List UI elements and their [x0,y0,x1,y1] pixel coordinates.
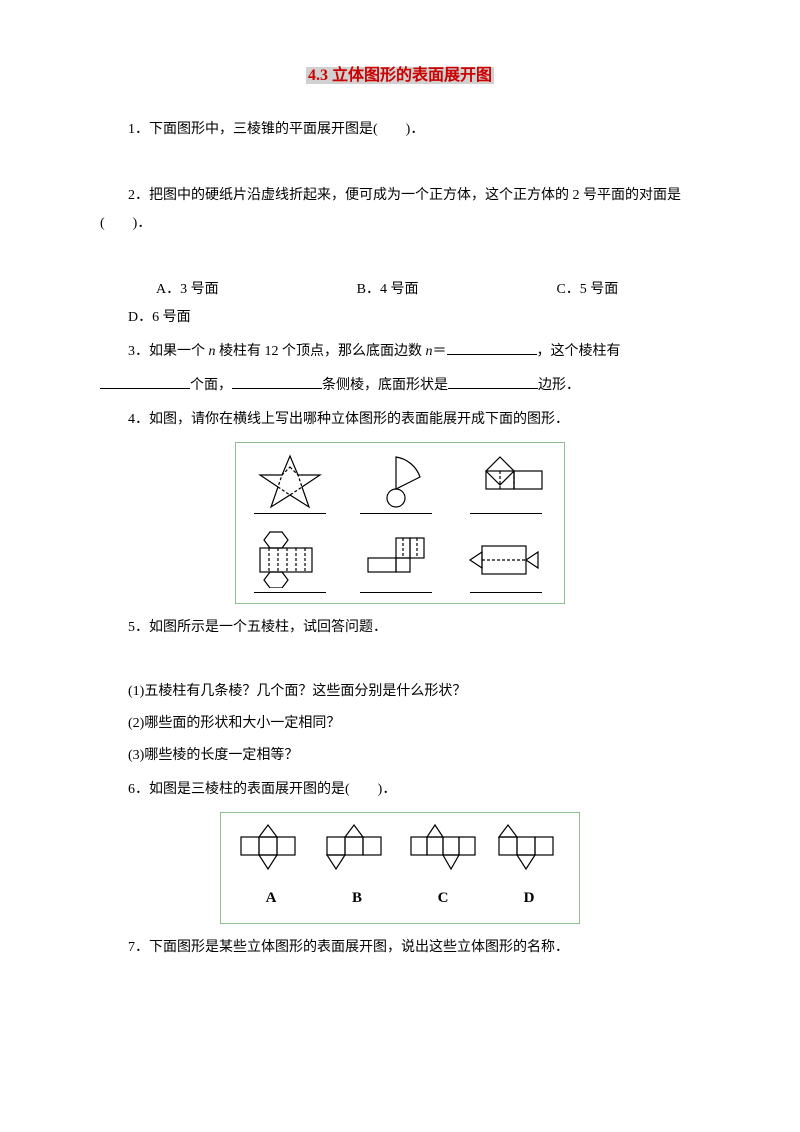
question-6: 6．如图是三棱柱的表面展开图的是( )． [100,776,700,804]
q3-n: n [209,344,216,359]
question-4: 4．如图，请你在横线上写出哪种立体图形的表面能展开成下面的图形． [100,406,700,434]
q3-part-c: ＝ [433,344,447,359]
q3-part-a: 3．如果一个 [128,344,209,359]
opt-b: B．4 号面 [329,276,419,304]
opt-c: C．5 号面 [528,276,618,304]
fig4-cell-4 [254,528,326,593]
q6-label-b: B [321,883,393,913]
q6-option-b-icon [321,823,393,879]
q6-option-a-icon [235,823,307,879]
figure-4 [100,442,700,604]
fig4-cell-5 [360,532,432,593]
q3-part-b: 棱柱有 12 个顶点，那么底面边数 [216,344,426,359]
opt-d: D．6 号面 [100,304,191,332]
question-2-options: A．3 号面 B．4 号面 C．5 号面 D．6 号面 [100,276,700,332]
cube-net-icon [466,453,546,509]
fig4-cell-2 [360,453,432,514]
fig4-cell-1 [254,453,326,514]
q3-n2: n [426,344,433,359]
fig4-cell-3 [466,453,546,514]
q6-label-a: A [235,883,307,913]
q3-part-g: 边形． [538,378,580,393]
blank-4 [448,375,538,389]
figure-6: A B C D [100,812,700,924]
question-2: 2．把图中的硬纸片沿虚线折起来，便可成为一个正方体，这个正方体的 2 号平面的对… [100,182,700,238]
fig4-cell-6 [466,532,546,593]
q3-part-d: ，这个棱柱有 [537,344,621,359]
prism-net-icon [466,532,546,588]
question-5-3: (3)哪些棱的长度一定相等？ [100,742,700,770]
blank-2 [100,375,190,389]
q6-option-c-icon [407,823,479,879]
title-section-num: 4.3 [306,67,330,84]
q3-part-e: 个面， [190,378,232,393]
question-5: 5．如图所示是一个五棱柱，试回答问题． [100,614,700,642]
q3-part-f: 条侧棱，底面形状是 [322,378,448,393]
q6-label-c: C [407,883,479,913]
question-3-line2: 个面， 条侧棱，底面形状是 边形． [100,372,700,400]
opt-a: A．3 号面 [128,276,219,304]
figure-placeholder-1 [100,150,700,176]
page-title: 4.3立体图形的表面展开图 [100,60,700,92]
q6-label-d: D [493,883,565,913]
question-5-1: (1)五棱柱有几条棱？几个面？这些面分别是什么形状？ [100,678,700,706]
blank-1 [447,341,537,355]
star-icon [254,453,326,509]
question-5-2: (2)哪些面的形状和大小一定相同？ [100,710,700,738]
figure-placeholder-5 [100,648,700,674]
blank-3 [232,375,322,389]
title-section-text: 立体图形的表面展开图 [330,67,494,84]
cone-net-icon [360,453,432,509]
q6-option-d-icon [493,823,565,879]
figure-placeholder-2 [100,244,700,270]
question-7: 7．下面图形是某些立体图形的表面展开图，说出这些立体图形的名称． [100,934,700,962]
question-3: 3．如果一个 n 棱柱有 12 个顶点，那么底面边数 n＝，这个棱柱有 [100,338,700,366]
question-1: 1．下面图形中，三棱锥的平面展开图是( )． [100,116,700,144]
cuboid-net-icon [360,532,432,588]
hex-prism-net-icon [254,528,326,588]
